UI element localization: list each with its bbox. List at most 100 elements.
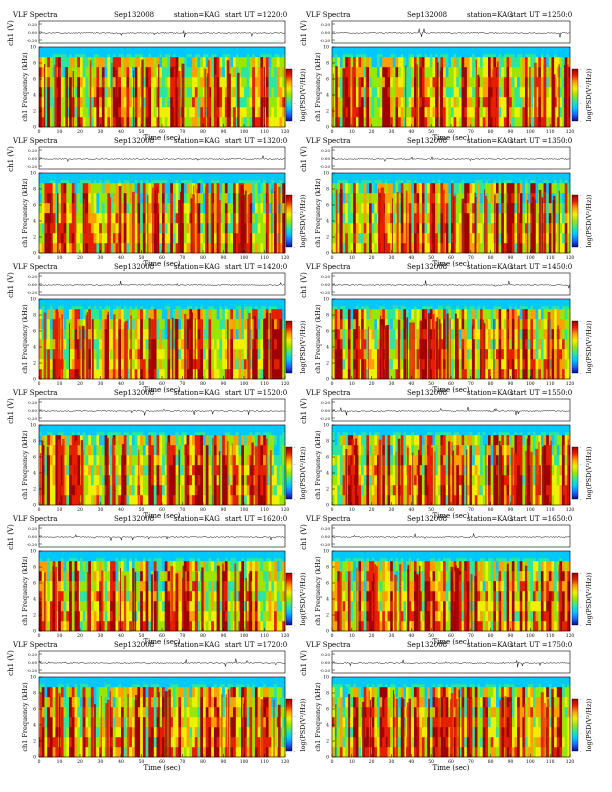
spectrogram-cell [211,309,215,320]
spectrogram-cell [145,193,149,204]
x-tick-label: 80 [488,381,494,387]
spectrogram-cell [99,193,103,204]
spectrogram-cell [424,243,428,254]
spectrogram-cell [203,183,206,194]
spectrogram-cell [181,339,185,350]
spectrogram-cell [538,67,542,78]
spectrogram-cell [445,243,449,254]
spectrogram-cell [52,329,56,340]
spectrogram-cell [498,349,502,360]
spectrogram-cell [358,57,362,68]
spectrogram-cell [88,67,92,78]
spectrogram-cell [464,183,468,194]
spectrogram-cell [440,369,444,380]
spectrogram-cell [41,349,45,360]
colorbar-tick-label: - [580,336,582,341]
spheric-streak [116,69,118,127]
spectrogram-cell [101,339,105,350]
spheric-streak [558,64,560,127]
spectrogram-cell [271,309,275,320]
spectrogram-cell [419,243,423,254]
spectrogram-cell [268,57,272,68]
spectrogram-cell [490,183,494,194]
x-tick-label: 70 [180,381,186,387]
spectrogram-cell [363,57,367,68]
x-axis-label: Time (sec) [432,260,469,268]
spectrogram-cell [142,369,146,380]
spectrogram-cell [509,369,513,380]
waveform-frame [331,146,571,170]
spectrogram-cell [241,339,245,350]
spectrogram-cell [511,213,515,224]
spectrogram-cell [246,183,250,194]
spectrogram-cell [390,87,394,98]
spectrogram-cell [387,203,391,214]
spectrogram-cell [159,319,163,330]
spectrogram-cell [440,359,444,370]
spectrogram-cell [432,233,436,244]
spectrogram-cell [244,329,247,340]
spectrogram-cell [511,369,515,380]
spectrogram-cell [527,233,531,244]
spectrogram-cell [170,329,174,340]
spectrogram-cell [519,67,523,78]
spectrogram-cell [488,117,491,128]
spectrogram-cell [522,117,526,128]
spectrogram-cell [55,77,59,88]
spectrogram-cell [276,97,280,108]
spectrogram-cell [244,107,247,118]
spectrogram-cell [546,97,550,108]
spectrogram-cell [522,107,526,118]
spectrogram-cell [432,67,436,78]
spectrogram-cell [369,319,372,330]
spectrogram-cell [530,203,534,214]
spectrogram-cell [178,57,182,68]
spectrogram-cell [60,57,64,68]
spectrogram-cell [421,77,425,88]
spectrogram-cell [216,67,220,78]
spectrogram-cell [456,203,460,214]
spectrogram-cell [448,193,452,204]
spectrogram-cell [337,77,341,88]
spectrogram-cell [246,57,250,68]
x-tick-label: 80 [488,129,494,135]
spectrogram-cell [260,339,264,350]
spectrogram-cell [257,369,261,380]
spectrogram-cell [71,203,75,214]
spectrogram-cell [164,223,168,234]
spectrogram-cell [400,359,404,370]
spectrogram-cell [213,193,217,204]
spectrogram-cell [485,77,489,88]
spectrogram-cell [153,77,157,88]
spectrogram-cell [416,213,420,224]
spectrogram-cell [254,203,258,214]
spectrogram-cell [118,359,122,370]
spectrogram-cell [511,107,515,118]
y-tick-label: 0 [326,125,329,131]
spectrogram-cell [194,233,198,244]
spectrogram-cell [511,203,515,214]
spectrogram-cell [519,349,523,360]
spectrogram-cell [88,329,92,340]
spectrogram-cell [437,87,441,98]
spectrogram-cell [265,183,269,194]
spectrogram-cell [257,213,261,224]
spectrogram-cell [85,87,89,98]
spectrogram-cell [424,97,428,108]
spectrogram-cell [469,233,473,244]
spectrogram-cell [140,349,144,360]
spectrogram-cell [466,349,470,360]
spectrogram-cell [252,67,256,78]
spectrogram-cell [413,309,417,320]
spectrogram-cell [429,97,433,108]
spectrogram-cell [350,233,354,244]
spectrogram-cell [93,369,97,380]
spectrogram-cell [145,243,149,254]
spectrogram-cell [170,339,174,350]
spectrogram-cell [437,107,441,118]
spectrogram-cell [52,117,56,128]
spectrogram-cell [369,213,372,224]
spectrogram-cell [374,203,378,214]
spectrogram-cell [282,223,286,234]
spectrogram-cell [530,117,534,128]
